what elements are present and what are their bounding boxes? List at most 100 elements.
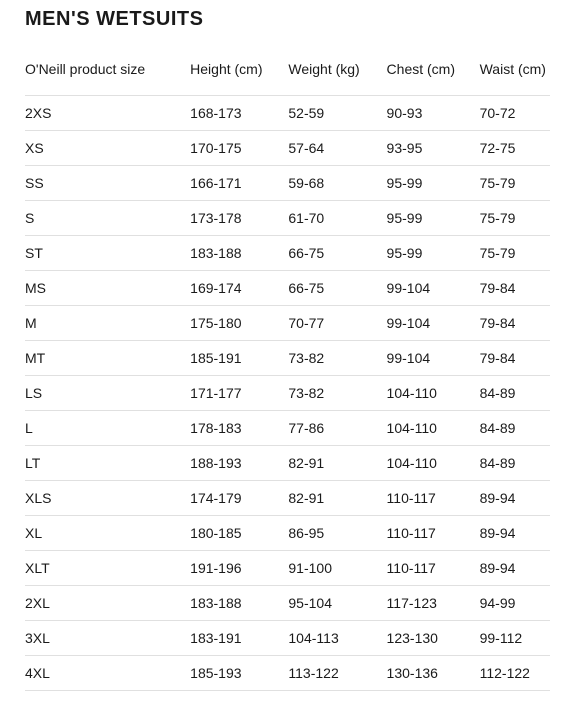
column-header-chest: Chest (cm) xyxy=(387,51,480,96)
table-cell: 113-122 xyxy=(288,656,386,691)
table-cell: ST xyxy=(25,236,190,271)
table-row: L178-18377-86104-11084-89 xyxy=(25,411,550,446)
table-cell: 95-99 xyxy=(387,201,480,236)
table-cell: 82-91 xyxy=(288,481,386,516)
table-row: XLS174-17982-91110-11789-94 xyxy=(25,481,550,516)
table-cell: 4XL xyxy=(25,656,190,691)
table-cell: 70-77 xyxy=(288,306,386,341)
table-cell: 104-110 xyxy=(387,376,480,411)
table-cell: MS xyxy=(25,271,190,306)
table-cell: 169-174 xyxy=(190,271,288,306)
table-cell: 185-193 xyxy=(190,656,288,691)
table-cell: 170-175 xyxy=(190,131,288,166)
table-cell: 117-123 xyxy=(387,586,480,621)
table-cell: 110-117 xyxy=(387,481,480,516)
table-cell: 61-70 xyxy=(288,201,386,236)
table-cell: 91-100 xyxy=(288,551,386,586)
column-header-weight: Weight (kg) xyxy=(288,51,386,96)
table-cell: 110-117 xyxy=(387,551,480,586)
table-row: 3XL183-191104-113123-13099-112 xyxy=(25,621,550,656)
table-row: XS170-17557-6493-9572-75 xyxy=(25,131,550,166)
table-cell: 104-113 xyxy=(288,621,386,656)
table-cell: 59-68 xyxy=(288,166,386,201)
table-cell: 178-183 xyxy=(190,411,288,446)
table-cell: 95-104 xyxy=(288,586,386,621)
table-cell: 99-112 xyxy=(480,621,550,656)
table-row: 2XL183-18895-104117-12394-99 xyxy=(25,586,550,621)
table-cell: 72-75 xyxy=(480,131,550,166)
table-cell: 104-110 xyxy=(387,446,480,481)
table-cell: XS xyxy=(25,131,190,166)
table-row: MT185-19173-8299-10479-84 xyxy=(25,341,550,376)
table-cell: 183-191 xyxy=(190,621,288,656)
table-cell: 99-104 xyxy=(387,341,480,376)
table-cell: 3XL xyxy=(25,621,190,656)
table-cell: 171-177 xyxy=(190,376,288,411)
table-row: M175-18070-7799-10479-84 xyxy=(25,306,550,341)
table-cell: 84-89 xyxy=(480,446,550,481)
table-cell: 75-79 xyxy=(480,201,550,236)
table-cell: 174-179 xyxy=(190,481,288,516)
table-header-row: O'Neill product size Height (cm) Weight … xyxy=(25,51,550,96)
table-row: MS169-17466-7599-10479-84 xyxy=(25,271,550,306)
table-cell: 82-91 xyxy=(288,446,386,481)
table-cell: 112-122 xyxy=(480,656,550,691)
table-cell: 2XL xyxy=(25,586,190,621)
table-row: LS171-17773-82104-11084-89 xyxy=(25,376,550,411)
column-header-waist: Waist (cm) xyxy=(480,51,550,96)
table-cell: 52-59 xyxy=(288,96,386,131)
table-cell: 2XS xyxy=(25,96,190,131)
table-row: XLT191-19691-100110-11789-94 xyxy=(25,551,550,586)
table-cell: 79-84 xyxy=(480,306,550,341)
table-row: XL180-18586-95110-11789-94 xyxy=(25,516,550,551)
table-cell: 89-94 xyxy=(480,551,550,586)
table-cell: 70-72 xyxy=(480,96,550,131)
table-cell: 104-110 xyxy=(387,411,480,446)
table-cell: 175-180 xyxy=(190,306,288,341)
column-header-size: O'Neill product size xyxy=(25,51,190,96)
table-cell: 73-82 xyxy=(288,341,386,376)
table-cell: S xyxy=(25,201,190,236)
table-row: 2XS168-17352-5990-9370-72 xyxy=(25,96,550,131)
table-cell: 79-84 xyxy=(480,271,550,306)
table-cell: 110-117 xyxy=(387,516,480,551)
table-cell: 73-82 xyxy=(288,376,386,411)
table-cell: 130-136 xyxy=(387,656,480,691)
table-cell: 185-191 xyxy=(190,341,288,376)
table-cell: SS xyxy=(25,166,190,201)
table-cell: 84-89 xyxy=(480,411,550,446)
table-cell: 95-99 xyxy=(387,236,480,271)
table-cell: 75-79 xyxy=(480,166,550,201)
column-header-height: Height (cm) xyxy=(190,51,288,96)
table-cell: 123-130 xyxy=(387,621,480,656)
table-cell: 191-196 xyxy=(190,551,288,586)
table-cell: 66-75 xyxy=(288,236,386,271)
table-row: ST183-18866-7595-9975-79 xyxy=(25,236,550,271)
table-cell: 180-185 xyxy=(190,516,288,551)
size-table: O'Neill product size Height (cm) Weight … xyxy=(25,51,550,691)
table-cell: 99-104 xyxy=(387,306,480,341)
table-row: SS166-17159-6895-9975-79 xyxy=(25,166,550,201)
table-cell: LT xyxy=(25,446,190,481)
table-cell: 183-188 xyxy=(190,236,288,271)
table-cell: 89-94 xyxy=(480,481,550,516)
table-cell: 86-95 xyxy=(288,516,386,551)
table-cell: 183-188 xyxy=(190,586,288,621)
table-cell: 94-99 xyxy=(480,586,550,621)
table-cell: 66-75 xyxy=(288,271,386,306)
table-cell: 84-89 xyxy=(480,376,550,411)
table-cell: XLT xyxy=(25,551,190,586)
table-cell: M xyxy=(25,306,190,341)
table-row: 4XL185-193113-122130-136112-122 xyxy=(25,656,550,691)
table-cell: 95-99 xyxy=(387,166,480,201)
table-cell: 90-93 xyxy=(387,96,480,131)
table-cell: 188-193 xyxy=(190,446,288,481)
table-cell: 93-95 xyxy=(387,131,480,166)
table-cell: 168-173 xyxy=(190,96,288,131)
table-cell: 166-171 xyxy=(190,166,288,201)
page-title: MEN'S WETSUITS xyxy=(25,8,550,31)
table-cell: 89-94 xyxy=(480,516,550,551)
table-cell: MT xyxy=(25,341,190,376)
table-body: 2XS168-17352-5990-9370-72XS170-17557-649… xyxy=(25,96,550,691)
table-row: LT188-19382-91104-11084-89 xyxy=(25,446,550,481)
